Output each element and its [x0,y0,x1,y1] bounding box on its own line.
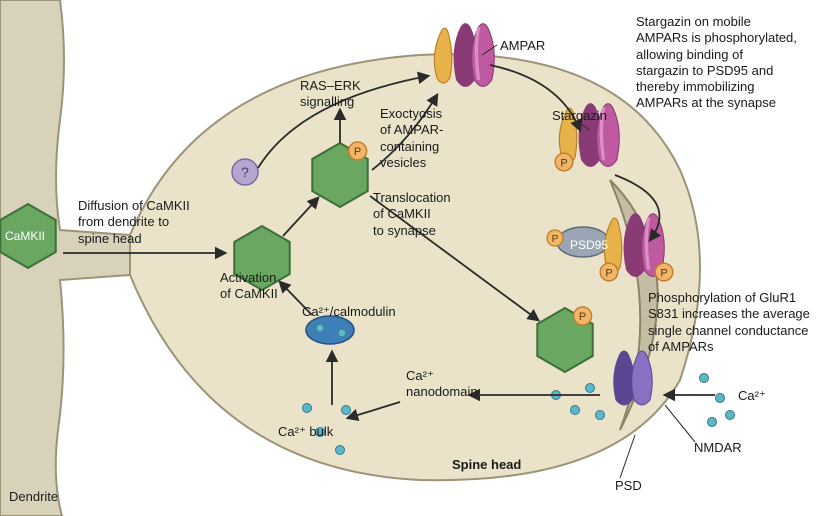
ca-ion [716,394,725,403]
psd-label: PSD [615,478,642,494]
ca-ion [571,406,580,415]
translocation-label: Translocation of CaMKII to synapse [373,190,451,239]
ca-ion [708,418,717,427]
psd95-phospho-label: P [552,234,559,245]
svg-text:P: P [660,267,667,279]
ca-bulk-label: Ca²⁺ bulk [278,424,333,440]
ca-ion [342,406,351,415]
diffusion-label: Diffusion of CaMKII from dendrite to spi… [78,198,190,247]
exocytosis-label: Exoctyosis of AMPAR- containing vesicles [380,106,443,171]
question-label: ? [241,164,249,180]
stargazin-label: Stargazin [552,108,607,124]
ca-in-label: Ca²⁺ [738,388,766,404]
stargazin-text-label: Stargazin on mobile AMPARs is phosphoryl… [636,14,797,112]
psd-leader [620,435,635,478]
nmdar-leader [665,405,695,442]
spine-head-label: Spine head [452,457,521,473]
activation-label: Activation of CaMKII [220,270,278,303]
camkii-hex-label: CaMKII [5,229,45,244]
ca-ion [596,411,605,420]
ca-ion [700,374,709,383]
cacalm-ion [338,329,346,337]
svg-text:P: P [605,267,612,279]
psd95-label: PSD95 [570,238,608,253]
ca-ion [586,384,595,393]
cacalm-label: Ca²⁺/calmodulin [302,304,396,320]
ca-nano-label: Ca²⁺ nanodomain [406,368,478,401]
ampar-label: AMPAR [500,38,545,54]
ca-ion [336,446,345,455]
ca-ion [303,404,312,413]
camkii-hex-upper-phospho-label: P [354,146,361,158]
dendrite-label: Dendrite [9,489,58,505]
ampar-top [434,24,494,87]
nmdar-label: NMDAR [694,440,742,456]
glur1-text-label: Phosphorylation of GluR1 S831 increases … [648,290,810,355]
cacalm-ion [316,324,324,332]
svg-text:P: P [560,157,567,169]
ca-ion [726,411,735,420]
ras-erk-label: RAS–ERK signalling [300,78,361,111]
camkii-hex-psd-phospho-label: P [579,311,586,323]
